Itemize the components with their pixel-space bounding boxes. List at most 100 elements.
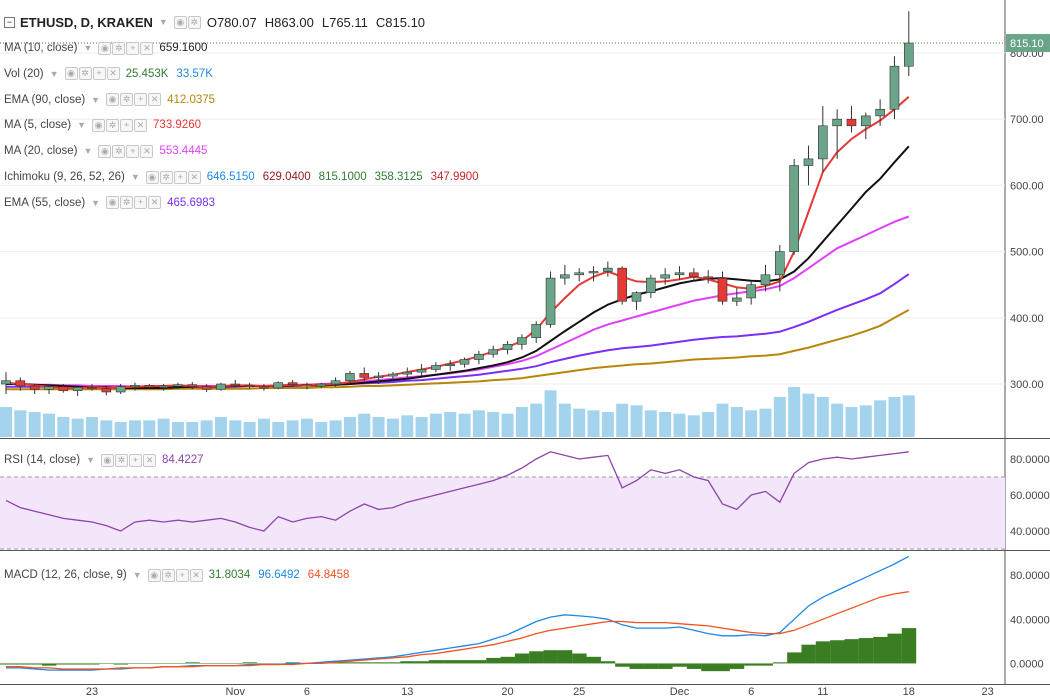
- macd-histogram-bar: [371, 662, 386, 664]
- eye-icon[interactable]: ◉: [64, 67, 78, 81]
- gear-icon[interactable]: ✲: [159, 170, 173, 184]
- study-legend: MA (10, close) ▼ ◉ ✲ + ✕ 659.1600: [4, 39, 215, 57]
- chevron-down-icon[interactable]: ▼: [83, 43, 93, 53]
- study-buttons[interactable]: ◉ ✲ + ✕: [106, 196, 162, 210]
- time-tick-label: 23: [981, 686, 993, 698]
- volume-bar: [616, 403, 629, 437]
- eye-icon[interactable]: ◉: [100, 453, 114, 467]
- gear-icon[interactable]: ✲: [120, 196, 134, 210]
- add-icon[interactable]: +: [134, 196, 148, 210]
- add-icon[interactable]: +: [120, 118, 134, 132]
- add-icon[interactable]: +: [134, 93, 148, 107]
- add-icon[interactable]: +: [126, 41, 140, 55]
- study-name[interactable]: EMA (90, close): [4, 93, 86, 106]
- gear-icon[interactable]: ✲: [187, 15, 201, 29]
- gear-icon[interactable]: ✲: [78, 67, 92, 81]
- macd-histogram-bar: [858, 638, 874, 664]
- close-icon[interactable]: ✕: [148, 196, 162, 210]
- study-buttons[interactable]: ◉ ✲ + ✕: [98, 41, 154, 55]
- chevron-down-icon[interactable]: ▼: [83, 146, 93, 157]
- study-name[interactable]: MA (10, close): [4, 42, 78, 54]
- study-value: 629.0400: [262, 171, 311, 183]
- add-icon[interactable]: +: [175, 568, 189, 582]
- candle-body: [646, 277, 656, 293]
- macd-histogram-bar: [385, 662, 401, 664]
- eye-icon[interactable]: ◉: [145, 170, 159, 184]
- gear-icon[interactable]: ✲: [120, 93, 134, 107]
- symbol-buttons[interactable]: ◉ ✲: [173, 15, 201, 29]
- gear-icon[interactable]: ✲: [112, 41, 126, 55]
- close-icon[interactable]: ✕: [189, 568, 203, 582]
- candle-body: [903, 42, 914, 67]
- macd-histogram-bar: [199, 663, 215, 664]
- collapse-icon[interactable]: −: [4, 16, 15, 28]
- candle-body: [402, 371, 413, 375]
- eye-icon[interactable]: ◉: [106, 196, 120, 210]
- eye-icon[interactable]: ◉: [98, 144, 112, 158]
- study-buttons[interactable]: ◉ ✲ + ✕: [106, 93, 162, 107]
- close-icon[interactable]: ✕: [140, 41, 154, 55]
- macd-histogram-bar: [557, 650, 573, 664]
- candle-body: [545, 277, 556, 325]
- rsi-tick-label: 80.0000: [1010, 454, 1050, 466]
- symbol-title[interactable]: ETHUSD, D, KRAKEN: [20, 14, 153, 30]
- macd-legend-name[interactable]: MACD (12, 26, close, 9): [4, 569, 127, 581]
- add-icon[interactable]: +: [92, 67, 106, 81]
- macd-histogram-bar: [213, 663, 229, 664]
- eye-icon[interactable]: ◉: [92, 118, 106, 132]
- chevron-down-icon[interactable]: ▼: [130, 172, 140, 182]
- gear-icon[interactable]: ✲: [114, 453, 128, 467]
- gear-icon[interactable]: ✲: [161, 568, 175, 582]
- study-name[interactable]: Vol (20): [4, 67, 44, 80]
- study-legend: EMA (90, close) ▼ ◉ ✲ + ✕ 412.0375: [4, 91, 223, 109]
- chevron-down-icon[interactable]: ▼: [158, 17, 168, 27]
- candle-body: [216, 383, 226, 390]
- study-buttons[interactable]: ◉ ✲ + ✕: [145, 170, 201, 184]
- eye-icon[interactable]: ◉: [173, 15, 187, 29]
- study-name[interactable]: MA (20, close): [4, 145, 78, 158]
- gear-icon[interactable]: ✲: [106, 118, 120, 132]
- time-tick-label: Nov: [225, 686, 245, 698]
- price-tick-label: 300.00: [1010, 379, 1044, 391]
- candle-body: [889, 65, 900, 110]
- chevron-down-icon[interactable]: ▼: [49, 68, 59, 79]
- close-icon[interactable]: ✕: [134, 118, 148, 132]
- price-label: 815.10: [1010, 38, 1044, 50]
- macd-histogram-bar: [0, 663, 14, 665]
- rsi-legend-name[interactable]: RSI (14, close): [4, 454, 81, 466]
- close-icon[interactable]: ✕: [142, 453, 156, 467]
- eye-icon[interactable]: ◉: [98, 41, 112, 55]
- macd-signal-value: 64.8458: [307, 569, 350, 581]
- chevron-down-icon[interactable]: ▼: [91, 94, 101, 105]
- close-icon[interactable]: ✕: [140, 144, 154, 158]
- chevron-down-icon[interactable]: ▼: [132, 570, 142, 580]
- chevron-down-icon[interactable]: ▼: [86, 455, 95, 465]
- add-icon[interactable]: +: [128, 453, 142, 467]
- chevron-down-icon[interactable]: ▼: [77, 120, 87, 131]
- add-icon[interactable]: +: [173, 170, 187, 184]
- rsi-buttons[interactable]: ◉ ✲ + ✕: [100, 453, 156, 467]
- close-icon[interactable]: ✕: [187, 170, 201, 184]
- time-tick-label: 13: [401, 686, 413, 698]
- volume-bar: [573, 408, 586, 437]
- macd-histogram-bar: [486, 657, 501, 664]
- chevron-down-icon[interactable]: ▼: [91, 197, 101, 208]
- candle-body: [330, 380, 341, 385]
- study-value: 465.6983: [167, 196, 216, 209]
- study-buttons[interactable]: ◉ ✲ + ✕: [92, 118, 148, 132]
- study-name[interactable]: Ichimoku (9, 26, 52, 26): [4, 171, 125, 183]
- close-icon[interactable]: ✕: [148, 93, 162, 107]
- macd-buttons[interactable]: ◉ ✲ + ✕: [147, 568, 203, 582]
- gear-icon[interactable]: ✲: [112, 144, 126, 158]
- study-name[interactable]: EMA (55, close): [4, 196, 86, 209]
- study-buttons[interactable]: ◉ ✲ + ✕: [64, 67, 120, 81]
- close-icon[interactable]: ✕: [106, 67, 120, 81]
- study-buttons[interactable]: ◉ ✲ + ✕: [98, 144, 154, 158]
- macd-histogram-bar: [873, 636, 888, 664]
- study-name[interactable]: MA (5, close): [4, 119, 72, 132]
- eye-icon[interactable]: ◉: [106, 93, 120, 107]
- add-icon[interactable]: +: [126, 144, 140, 158]
- macd-histogram-bar: [400, 661, 415, 664]
- eye-icon[interactable]: ◉: [147, 568, 161, 582]
